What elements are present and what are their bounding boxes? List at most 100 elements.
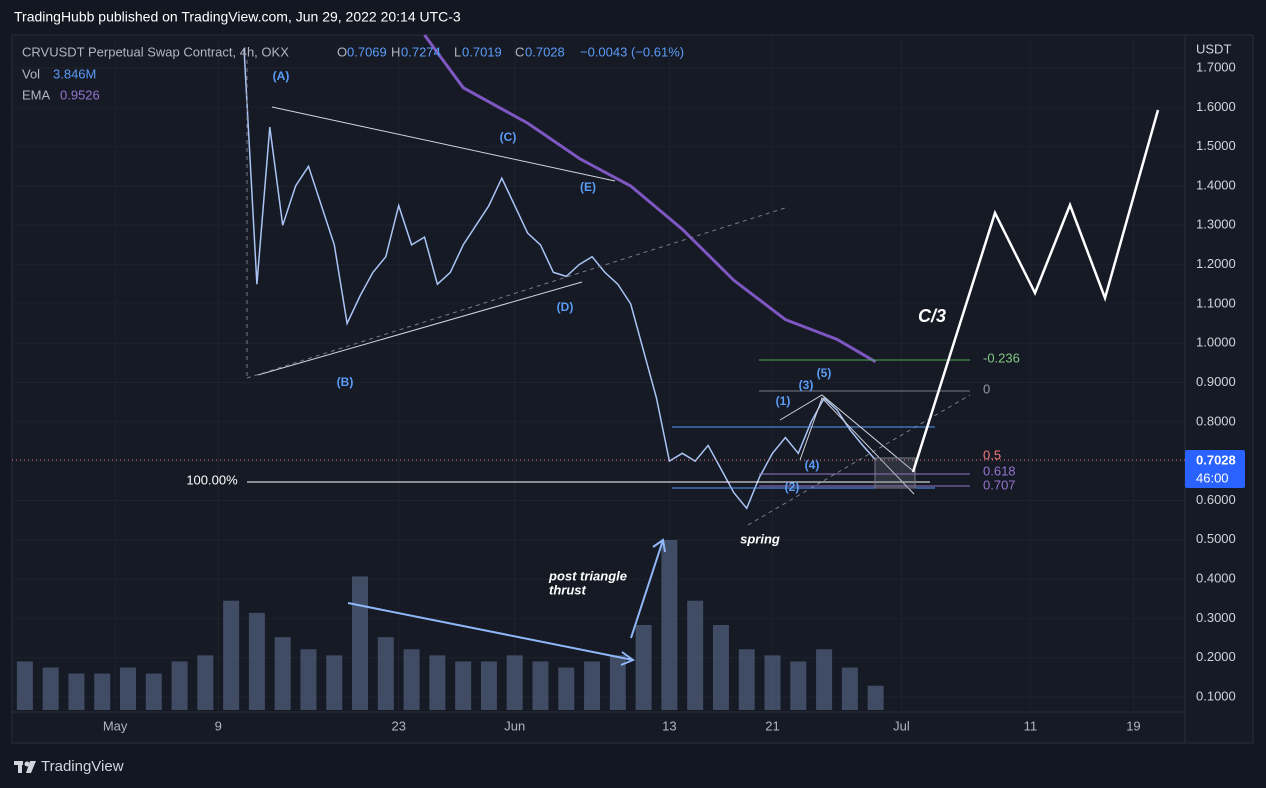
volume-bar bbox=[841, 667, 858, 710]
volume-bar bbox=[429, 655, 446, 710]
y-tick-label: 1.7000 bbox=[1196, 59, 1236, 74]
annotation: spring bbox=[740, 531, 780, 546]
trendline bbox=[271, 106, 616, 182]
y-tick-label: 0.5000 bbox=[1196, 531, 1236, 546]
projection-path bbox=[911, 109, 1160, 473]
indicator-value: 3.846M bbox=[53, 66, 96, 81]
wave-label: (5) bbox=[817, 366, 832, 380]
volume-bar bbox=[790, 661, 807, 710]
volume-bar bbox=[145, 673, 162, 710]
ohlc-name: O bbox=[337, 44, 347, 59]
ohlc-value: 0.7069 bbox=[347, 44, 387, 59]
wave-label: (3) bbox=[799, 378, 814, 392]
y-tick-label: 0.2000 bbox=[1196, 649, 1236, 664]
chart-pane bbox=[11, 34, 1254, 744]
annotation: C/3 bbox=[918, 306, 946, 326]
x-tick-label: Jul bbox=[893, 718, 910, 733]
y-tick-label: 1.4000 bbox=[1196, 177, 1236, 192]
y-tick-label: 0.9000 bbox=[1196, 374, 1236, 389]
x-tick-label: 23 bbox=[391, 718, 405, 733]
volume-bar bbox=[867, 685, 884, 710]
volume-bar bbox=[635, 625, 652, 710]
wave-label: (E) bbox=[580, 180, 596, 194]
logo-part bbox=[18, 761, 22, 773]
annotation: thrust bbox=[549, 582, 587, 597]
fib-label: 0.5 bbox=[983, 447, 1001, 462]
trendline bbox=[257, 281, 583, 376]
price-tag-value: 0.7028 bbox=[1196, 452, 1236, 467]
ohlc-name: H bbox=[391, 44, 400, 59]
price-tag-countdown: 46:00 bbox=[1196, 470, 1229, 485]
volume-bar bbox=[455, 661, 472, 710]
channel-line bbox=[779, 394, 913, 471]
symbol-title: CRVUSDT Perpetual Swap Contract, 4h, OKX bbox=[22, 44, 289, 59]
publisher: TradingHubb published on TradingView.com… bbox=[14, 9, 461, 25]
volume-bar bbox=[403, 649, 420, 710]
volume-bar bbox=[712, 625, 729, 710]
volume-bar bbox=[558, 667, 575, 710]
y-tick-label: 1.3000 bbox=[1196, 217, 1236, 232]
axis-unit: USDT bbox=[1196, 41, 1231, 56]
y-tick-label: 0.4000 bbox=[1196, 571, 1236, 586]
arrow bbox=[347, 602, 634, 661]
wave-label: (C) bbox=[500, 130, 517, 144]
volume-bar bbox=[94, 673, 111, 710]
volume-bar bbox=[764, 655, 781, 710]
y-tick-label: 0.6000 bbox=[1196, 492, 1236, 507]
target-box bbox=[874, 457, 916, 489]
ohlc-name: L bbox=[454, 44, 461, 59]
wave-label: (4) bbox=[805, 458, 820, 472]
y-tick-label: 0.8000 bbox=[1196, 413, 1236, 428]
y-tick-label: 1.6000 bbox=[1196, 99, 1236, 114]
annotation: post triangle bbox=[548, 568, 627, 583]
indicator-value: 0.9526 bbox=[60, 87, 100, 102]
volume-bar bbox=[326, 655, 343, 710]
change: −0.0043 (−0.61%) bbox=[580, 44, 684, 59]
wave-label: (2) bbox=[785, 480, 800, 494]
volume-bar bbox=[300, 649, 317, 710]
volume-bar bbox=[120, 667, 137, 710]
x-tick-label: 21 bbox=[765, 718, 779, 733]
channel-line bbox=[799, 397, 915, 495]
y-tick-label: 1.1000 bbox=[1196, 295, 1236, 310]
drawings bbox=[246, 60, 1160, 666]
volume-bar bbox=[171, 661, 188, 710]
y-tick-label: 1.0000 bbox=[1196, 335, 1236, 350]
volume-bar bbox=[738, 649, 755, 710]
logo-part bbox=[24, 761, 30, 767]
trendline bbox=[747, 394, 971, 526]
volume-bar bbox=[223, 600, 240, 710]
volume-bar bbox=[16, 661, 33, 710]
volume-bar bbox=[377, 637, 394, 710]
indicator-name: Vol bbox=[22, 66, 40, 81]
indicator-name: EMA bbox=[22, 87, 51, 102]
x-tick-label: 13 bbox=[662, 718, 676, 733]
y-tick-label: 0.1000 bbox=[1196, 688, 1236, 703]
volume-bar bbox=[480, 661, 497, 710]
arrow-head bbox=[652, 538, 666, 553]
logo-part bbox=[26, 761, 36, 773]
fib-label: 0 bbox=[983, 381, 990, 396]
brand-name: TradingView bbox=[41, 758, 124, 775]
volume-bar bbox=[584, 661, 601, 710]
volume-bar bbox=[661, 540, 678, 710]
fib-label: 0.707 bbox=[983, 477, 1016, 492]
plot-layer bbox=[12, 34, 1185, 712]
volume-bar bbox=[532, 661, 549, 710]
wave-label: (D) bbox=[557, 300, 574, 314]
ema-line bbox=[423, 34, 877, 364]
x-tick-label: May bbox=[103, 718, 128, 733]
y-tick-label: 0.3000 bbox=[1196, 610, 1236, 625]
ohlc-value: 0.7019 bbox=[462, 44, 502, 59]
volume-bar bbox=[609, 655, 626, 710]
fib-label: -0.236 bbox=[983, 350, 1020, 365]
volume-bar bbox=[42, 667, 59, 710]
trendline bbox=[246, 207, 786, 379]
volume-bar bbox=[506, 655, 523, 710]
ohlc-name: C bbox=[515, 44, 524, 59]
wave-label: (A) bbox=[273, 69, 290, 83]
price-tag bbox=[1185, 450, 1245, 489]
volume-bar bbox=[68, 673, 85, 710]
volume-bar bbox=[687, 600, 704, 710]
